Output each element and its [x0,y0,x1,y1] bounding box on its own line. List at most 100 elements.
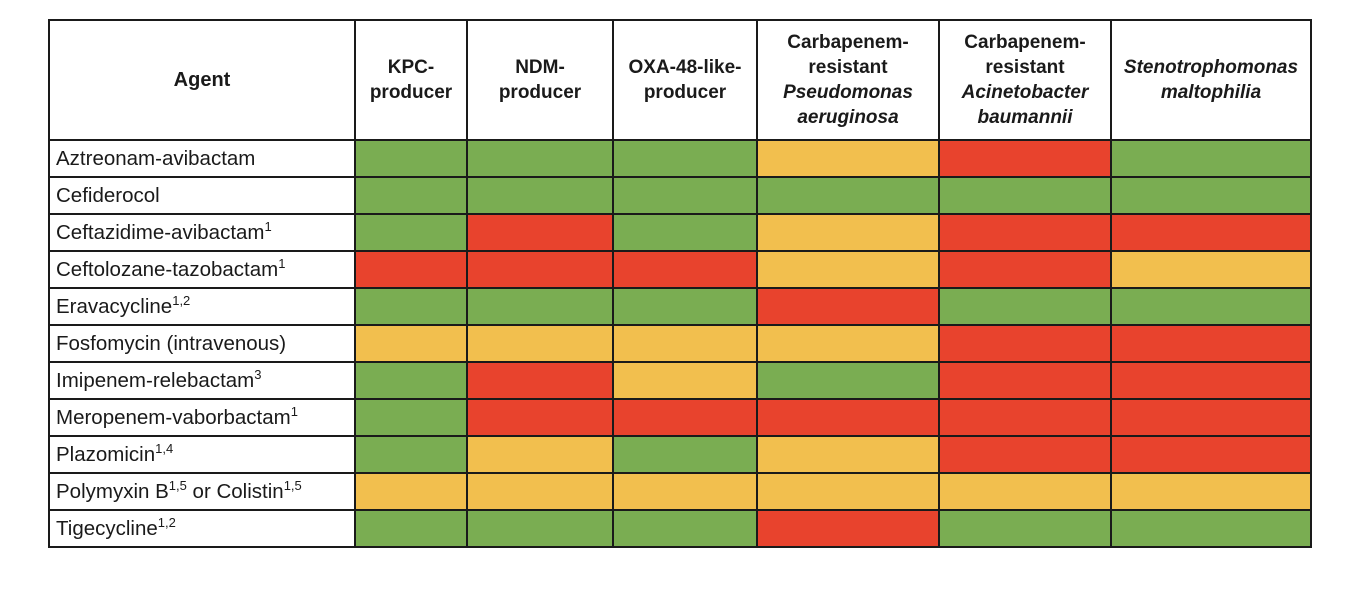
agent-name-cell: Polymyxin B1,5 or Colistin1,5 [48,472,356,511]
rating-cell-yellow [938,472,1112,511]
agent-name-text: Plazomicin [56,442,156,466]
rating-cell-red [938,398,1112,437]
column-header-line: Acinetobacter [961,82,1089,103]
rating-cell-red [466,398,614,437]
agent-name-cell: Plazomicin1,4 [48,435,356,474]
rating-cell-red [466,250,614,289]
column-header-3: Carbapenem-resistant Pseudomonas aeruginos… [756,19,940,141]
rating-cell-green [466,139,614,178]
rating-cell-green [354,435,468,474]
agent-name-text: Ceftolozane-tazobactam [56,257,279,281]
rating-cell-red [1110,213,1312,252]
column-header-2: OXA-48-like-producer [612,19,758,141]
column-header-line: KPC- [387,57,435,78]
rating-cell-red [466,213,614,252]
susceptibility-table: Agent KPC-producer NDM-producer OXA-48-lik… [48,19,1312,548]
agent-name-cell: Cefiderocol [48,176,356,215]
rating-cell-green [612,139,758,178]
agent-name-text: Tigecycline [56,516,158,540]
agent-name-cell: Meropenem-vaborbactam1 [48,398,356,437]
column-header-line: NDM- [515,57,565,78]
agent-name-cell: Ceftolozane-tazobactam1 [48,250,356,289]
rating-cell-green [466,287,614,326]
column-header-line: resistant [808,57,888,78]
rating-cell-yellow [354,472,468,511]
table-row: Cefiderocol [48,176,1312,215]
column-header-line: producer [643,82,727,103]
rating-cell-green [1110,139,1312,178]
rating-cell-green [1110,509,1312,548]
rating-cell-red [1110,361,1312,400]
column-header-line: producer [498,82,582,103]
column-header-5: Stenotrophomonas maltophilia [1110,19,1312,141]
rating-cell-red [756,509,940,548]
rating-cell-red [466,361,614,400]
rating-cell-yellow [1110,250,1312,289]
agent-name-text: Polymyxin B [56,479,169,503]
table-row: Tigecycline1,2 [48,509,1312,548]
rating-cell-green [354,361,468,400]
agent-name-cell: Eravacycline1,2 [48,287,356,326]
rating-cell-yellow [354,324,468,363]
rating-cell-red [756,287,940,326]
agent-name-text: Aztreonam-avibactam [56,146,256,170]
rating-cell-green [466,176,614,215]
rating-cell-red [938,250,1112,289]
table-row: Fosfomycin (intravenous) [48,324,1312,363]
table-row: Imipenem-relebactam3 [48,361,1312,400]
rating-cell-red [1110,435,1312,474]
rating-cell-yellow [756,324,940,363]
rating-cell-red [1110,324,1312,363]
rating-cell-yellow [756,139,940,178]
column-header-line: Pseudomonas [783,82,913,103]
agent-name-cell: Ceftazidime-avibactam1 [48,213,356,252]
column-header-line: OXA-48-like- [628,57,742,78]
table-row: Ceftazidime-avibactam1 [48,213,1312,252]
rating-cell-green [938,176,1112,215]
table-row: Plazomicin1,4 [48,435,1312,474]
rating-cell-yellow [1110,472,1312,511]
column-header-line: baumannii [977,107,1073,128]
rating-cell-green [938,509,1112,548]
rating-cell-yellow [466,472,614,511]
rating-cell-green [756,361,940,400]
rating-cell-yellow [612,324,758,363]
agent-name-text: Cefiderocol [56,183,160,207]
rating-cell-yellow [612,361,758,400]
table-row: Aztreonam-avibactam [48,139,1312,178]
rating-cell-green [612,287,758,326]
rating-cell-green [612,435,758,474]
rating-cell-green [1110,287,1312,326]
column-header-0: KPC-producer [354,19,468,141]
rating-cell-green [756,176,940,215]
column-header-1: NDM-producer [466,19,614,141]
column-header-line: Carbapenem- [787,32,909,53]
rating-cell-green [612,176,758,215]
rating-cell-red [938,139,1112,178]
agent-name-text: Ceftazidime-avibactam [56,220,265,244]
table-row: Meropenem-vaborbactam1 [48,398,1312,437]
rating-cell-red [1110,398,1312,437]
footnote-marker: 1 [264,218,272,234]
rating-cell-red [938,213,1112,252]
rating-cell-green [612,213,758,252]
column-header-line: aeruginosa [797,107,899,128]
rating-cell-green [354,398,468,437]
rating-cell-yellow [756,435,940,474]
footnote-marker: 1 [290,403,298,419]
rating-cell-yellow [612,472,758,511]
rating-cell-green [612,509,758,548]
agent-name-text: Meropenem-vaborbactam [56,405,291,429]
column-header-line: Carbapenem- [964,32,1086,53]
rating-cell-green [354,176,468,215]
agent-name-text: or Colistin [186,479,284,503]
rating-cell-red [612,250,758,289]
rating-cell-green [466,509,614,548]
footnote-marker: 1 [278,255,286,271]
agent-name-text: Eravacycline [56,294,173,318]
rating-cell-red [612,398,758,437]
column-header-line: producer [369,82,453,103]
agent-name-cell: Fosfomycin (intravenous) [48,324,356,363]
footnote-marker: 1,4 [155,440,174,456]
table-body: Aztreonam-avibactam Cefiderocol Ceftazidim… [48,139,1312,548]
